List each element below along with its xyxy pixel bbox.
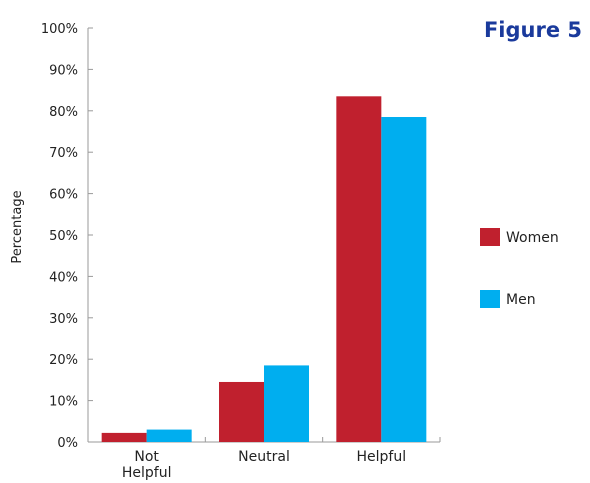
legend-swatch-women [480,228,500,246]
legend-swatch-men [480,290,500,308]
bar-women-2 [336,96,382,442]
y-tick-label: 100% [41,22,78,37]
legend-label-women: Women [506,230,559,246]
bar-men-2 [381,117,427,442]
bar-men-1 [264,365,309,442]
y-tick-label: 90% [49,63,78,78]
y-tick-label: 20% [49,353,78,368]
y-axis: 0% 10% 20% 30% 40% 50% 60% 70% 80% 90% 100% [41,22,93,451]
x-category-label: Neutral [238,449,290,465]
y-tick-label: 30% [49,312,78,327]
y-tick-label: 10% [49,395,78,410]
y-tick-label: 70% [49,146,78,161]
bar-women-0 [101,432,147,442]
x-category-label: Not [134,449,159,465]
y-tick-label: 40% [49,270,78,285]
y-axis-title: Percentage [10,190,25,263]
figure-title: Figure 5 [484,18,582,42]
y-tick-label: 0% [57,436,78,451]
x-category-label: Helpful [357,449,407,465]
legend-label-men: Men [506,292,536,308]
y-tick-label: 60% [49,188,78,203]
x-category-label: Helpful [122,465,172,481]
bar-men-0 [146,429,192,442]
bars-group [101,96,427,442]
y-tick-label: 50% [49,229,78,244]
y-tick-label: 80% [49,105,78,120]
bar-women-1 [219,381,264,442]
legend: Women Men [480,228,559,308]
